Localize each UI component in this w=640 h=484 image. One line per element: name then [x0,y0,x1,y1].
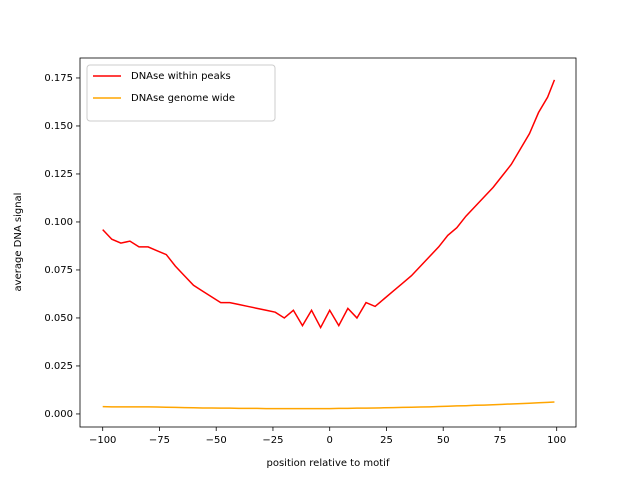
data-line [102,79,556,330]
y-tick-label: 0.075 [44,265,73,276]
x-tick-label: −75 [149,435,170,446]
legend-label: DNAse within peaks [131,71,231,82]
x-axis-label: position relative to motif [267,458,390,469]
x-tick-label: 75 [494,435,507,446]
x-tick-label: 100 [547,435,566,446]
y-tick-label: 0.025 [44,361,73,372]
data-line [102,401,555,410]
legend-label: DNAse genome wide [131,93,235,104]
y-tick-label: 0.175 [44,73,73,84]
y-tick-label: 0.150 [44,121,73,132]
x-tick-label: −100 [89,435,116,446]
y-tick-label: 0.000 [44,409,73,420]
y-tick-label: 0.125 [44,169,73,180]
plot-frame [79,57,577,428]
y-tick-label: 0.100 [44,217,73,228]
x-tick-label: 0 [327,435,333,446]
legend-box [86,64,276,122]
y-tick-label: 0.050 [44,313,73,324]
y-axis-label: average DNA signal [13,193,24,292]
x-tick-label: 50 [437,435,450,446]
x-tick-label: −50 [206,435,227,446]
x-tick-label: 25 [380,435,393,446]
x-tick-label: −25 [262,435,283,446]
